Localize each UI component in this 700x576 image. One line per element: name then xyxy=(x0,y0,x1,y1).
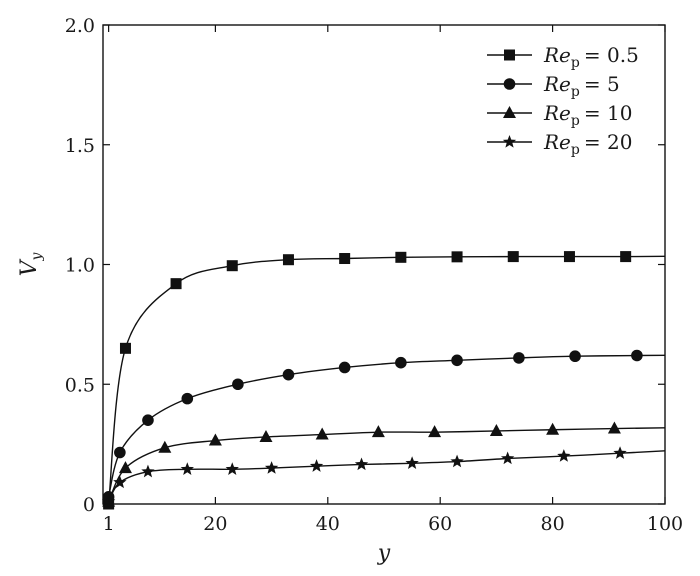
legend-label-value: = 10 xyxy=(584,101,633,125)
marker-circle xyxy=(451,354,463,367)
marker-circle xyxy=(181,392,194,405)
marker-triangle xyxy=(371,425,385,438)
marker-triangle xyxy=(118,461,132,474)
legend-marker-circle xyxy=(503,78,516,90)
axis-ticks xyxy=(103,24,666,505)
marker-circle xyxy=(232,378,244,391)
legend-item: Rep = 10 xyxy=(487,101,632,129)
legend-marker-square xyxy=(504,49,515,61)
marker-circle xyxy=(282,368,295,381)
marker-square xyxy=(395,251,407,263)
legend-label-subscript: p xyxy=(571,142,580,158)
marker-square xyxy=(507,251,519,263)
legend-label-subscript: p xyxy=(571,84,580,100)
legend-item: Rep = 0.5 xyxy=(487,43,639,71)
y-tick-label: 1.5 xyxy=(65,135,95,157)
legend-label: Rep = 5 xyxy=(543,72,620,100)
marker-square xyxy=(170,278,182,290)
x-tick-label: 40 xyxy=(316,513,340,535)
marker-square xyxy=(119,342,131,354)
legend-label-base: Re xyxy=(543,72,571,96)
legend-label-base: Re xyxy=(543,43,571,67)
marker-triangle xyxy=(428,425,442,438)
legend-label: Rep = 0.5 xyxy=(543,43,639,71)
series-line xyxy=(107,450,666,502)
marker-star xyxy=(141,464,155,478)
marker-star xyxy=(180,462,194,475)
marker-circle xyxy=(395,356,407,369)
y-tick-label: 0.5 xyxy=(65,374,95,396)
legend-item: Rep = 20 xyxy=(487,130,632,158)
y-tick-label: 1.0 xyxy=(65,255,95,277)
x-axis-label: y xyxy=(377,541,391,566)
x-tick-label: 80 xyxy=(541,513,565,535)
marker-star xyxy=(613,446,627,459)
series-line xyxy=(107,427,666,502)
y-axis-label: Vy xyxy=(17,252,45,277)
legend-label-base: Re xyxy=(543,101,571,125)
legend-label-value: = 0.5 xyxy=(584,43,639,67)
marker-star xyxy=(450,454,464,468)
x-tick-label: 60 xyxy=(428,513,452,535)
series-lines xyxy=(107,255,666,505)
marker-triangle xyxy=(546,422,560,435)
x-tick-label: 1 xyxy=(103,513,115,535)
tick-labels: 1 20 40 60 80 100 0 0.5 1.0 1.5 2.0 xyxy=(65,15,683,535)
marker-square xyxy=(451,251,463,263)
marker-circle xyxy=(142,414,154,426)
marker-square xyxy=(339,253,351,265)
marker-triangle xyxy=(315,427,329,440)
marker-circle xyxy=(338,361,351,374)
marker-square xyxy=(282,254,294,266)
series-line xyxy=(107,354,666,497)
series-line xyxy=(107,255,666,505)
marker-triangle xyxy=(208,433,222,446)
marker-triangle xyxy=(259,429,273,442)
x-tick-label: 100 xyxy=(647,513,683,535)
marker-star xyxy=(354,457,369,471)
marker-square xyxy=(563,251,575,263)
legend-label-subscript: p xyxy=(571,55,580,71)
legend-label: Rep = 10 xyxy=(543,101,632,129)
legend-marker-star xyxy=(502,135,517,148)
marker-star xyxy=(557,449,571,462)
y-axis-label-main: V xyxy=(17,258,42,276)
legend-label-base: Re xyxy=(543,130,571,154)
marker-star xyxy=(264,461,279,474)
marker-square xyxy=(620,251,632,263)
marker-triangle xyxy=(489,423,503,436)
marker-star xyxy=(225,462,239,475)
legend-item: Rep = 5 xyxy=(487,72,620,100)
legend-label-subscript: p xyxy=(571,113,580,129)
marker-circle xyxy=(114,446,126,459)
y-tick-label: 2.0 xyxy=(65,15,95,37)
marker-circle xyxy=(631,349,643,362)
marker-star xyxy=(113,475,127,489)
y-axis-label-subscript: y xyxy=(29,252,45,262)
marker-square xyxy=(226,260,238,272)
legend-label-value: = 20 xyxy=(584,130,633,154)
marker-circle xyxy=(569,350,581,363)
marker-star xyxy=(405,456,419,469)
marker-triangle xyxy=(607,421,621,434)
marker-triangle xyxy=(158,440,172,453)
series-markers xyxy=(101,251,643,510)
legend-label-value: = 5 xyxy=(584,72,620,96)
marker-star xyxy=(500,451,515,465)
y-tick-label: 0 xyxy=(83,494,95,516)
x-tick-label: 20 xyxy=(203,513,227,535)
marker-circle xyxy=(513,352,525,364)
legend-label: Rep = 20 xyxy=(543,130,632,158)
legend-marker-triangle xyxy=(503,106,516,118)
marker-star xyxy=(309,459,324,472)
